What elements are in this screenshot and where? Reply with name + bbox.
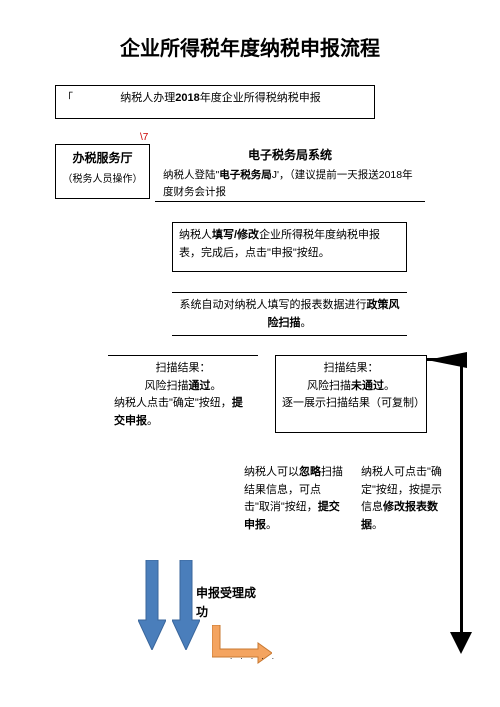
red-mark: \7: [140, 132, 148, 143]
etax-line: 纳税人登陆"电子税务局J'，（建议提前一天报送2018年度财务会计报: [161, 165, 419, 203]
service-hall-title: 办税服务厅: [62, 149, 143, 168]
box-success: 申报受理成功: [190, 580, 270, 620]
pass-l3: 纳税人点击"确定"按纽，提交申报。: [114, 395, 252, 430]
etax-title: 电子税务局系统: [161, 146, 419, 165]
pass-l1: 扫描结果：: [114, 360, 252, 378]
fill-text: 纳税人填写/修改企业所得税年度纳税申报 表，完成后，点击"申报"按纽。: [179, 229, 380, 259]
modify-text: 纳税人可点击"确定"按纽，按提示信息修改报表数据。: [361, 466, 442, 531]
hline-fail-to-vert: [427, 358, 463, 361]
box-policy-scan: 系统自动对纳税人填写的报表数据进行政策风险扫描。: [172, 292, 407, 336]
box-taxpayer-apply: 「 纳税人办理2018年度企业所得税纳税申报: [55, 85, 375, 119]
page-title: 企业所得税年度纳税申报流程: [0, 32, 500, 61]
blue-arrow-left: [138, 560, 166, 650]
service-hall-sub: （税务人员操作）: [62, 172, 143, 188]
ignore-text: 纳税人可以忽略扫描结果信息，可点击"取消"按纽，提交申报。: [244, 466, 343, 531]
box-fill-modify: 纳税人填写/修改企业所得税年度纳税申报 表，完成后，点击"申报"按纽。: [172, 222, 407, 272]
vertical-line-right: [460, 360, 463, 640]
top-text: 纳税人办理2018年度企业所得税纳税申报: [120, 92, 320, 104]
box-scan-fail: 扫描结果： 风险扫描未通过。 逐一展示扫描结果（可复制）: [275, 355, 427, 433]
pass-l2: 风险扫描通过。: [114, 378, 252, 396]
black-arrow-down: [450, 632, 472, 654]
prefix-bracket: 「: [62, 90, 73, 108]
box-etax-system: 电子税务局系统 纳税人登陆"电子税务局J'，（建议提前一天报送2018年度财务会…: [155, 142, 425, 202]
fail-l3: 逐一展示扫描结果（可复制）: [282, 395, 420, 413]
box-ignore: 纳税人可以忽略扫描结果信息，可点击"取消"按纽，提交申报。: [238, 460, 350, 538]
box-scan-pass: 扫描结果： 风险扫描通过。 纳税人点击"确定"按纽，提交申报。: [108, 355, 258, 433]
fail-l2: 风险扫描未通过。: [282, 378, 420, 396]
blue-arrow-right: [172, 560, 200, 650]
fail-l1: 扫描结果：: [282, 360, 420, 378]
box-service-hall: 办税服务厅 （税务人员操作）: [55, 144, 150, 199]
scan-text: 系统自动对纳税人填写的报表数据进行政策风险扫描。: [180, 299, 400, 329]
dots: . . . . .: [230, 652, 277, 661]
box-modify: 纳税人可点击"确定"按纽，按提示信息修改报表数据。: [355, 460, 457, 538]
